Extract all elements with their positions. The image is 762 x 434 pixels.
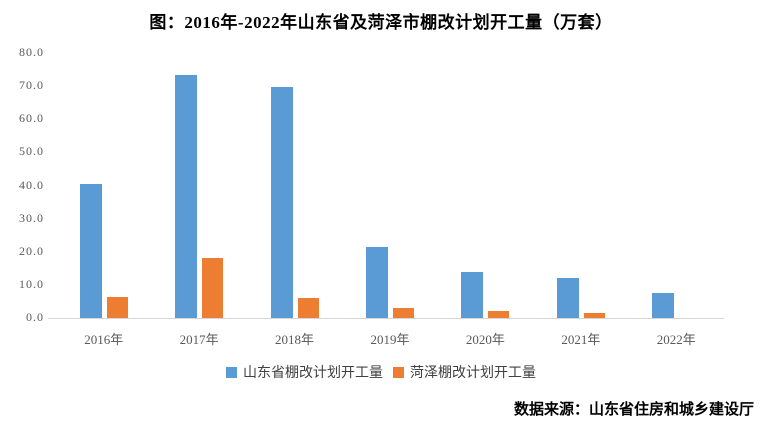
x-axis-tick-label: 2018年 <box>275 332 315 347</box>
bar-shandong-2019年 <box>366 247 388 318</box>
data-source: 数据来源：山东省住房和城乡建设厅 <box>513 402 754 418</box>
legend-item-heze: 菏泽棚改计划开工量 <box>393 362 536 382</box>
bar-heze-2018年 <box>297 297 319 318</box>
legend-item-shandong: 山东省棚改计划开工量 <box>226 362 383 382</box>
y-axis-tick-label: 40.0 <box>19 177 44 192</box>
legend: 山东省棚改计划开工量 菏泽棚改计划开工量 <box>0 362 762 382</box>
x-axis-tick-label: 2021年 <box>561 332 601 347</box>
bar-heze-2021年 <box>583 313 605 318</box>
y-axis-tick-label: 30.0 <box>19 210 44 225</box>
y-axis-tick-label: 10.0 <box>19 276 44 291</box>
chart-title: 图：2016年-2022年山东省及菏泽市棚改计划开工量（万套） <box>149 13 613 32</box>
x-axis-tick-label: 2017年 <box>179 332 219 347</box>
y-axis-tick-label: 80.0 <box>19 45 44 59</box>
y-axis-tick-label: 0.0 <box>26 310 44 324</box>
x-axis-tick-label: 2016年 <box>84 332 124 347</box>
legend-swatch-icon <box>393 366 404 378</box>
y-axis-tick-label: 20.0 <box>19 243 44 258</box>
x-axis-line <box>48 318 724 319</box>
legend-label: 山东省棚改计划开工量 <box>243 366 383 381</box>
bar-heze-2016年 <box>106 297 128 318</box>
bar-shandong-2018年 <box>270 87 293 318</box>
bar-shandong-2016年 <box>79 183 102 318</box>
bar-shandong-2021年 <box>556 278 579 318</box>
bar-heze-2017年 <box>202 258 224 318</box>
bar-shandong-2020年 <box>461 271 484 318</box>
y-axis-tick-label: 60.0 <box>19 111 44 126</box>
x-axis-tick-label: 2019年 <box>370 332 410 347</box>
y-axis-tick-label: 70.0 <box>19 78 44 93</box>
legend-label: 菏泽棚改计划开工量 <box>410 366 536 381</box>
bar-shandong-2017年 <box>175 74 198 318</box>
bar-shandong-2022年 <box>652 293 675 318</box>
x-axis-tick-label: 2022年 <box>656 332 696 347</box>
y-axis-tick-label: 50.0 <box>19 144 44 159</box>
bar-heze-2020年 <box>488 311 510 318</box>
bar-heze-2019年 <box>393 307 414 318</box>
x-axis-tick-label: 2020年 <box>465 332 505 347</box>
legend-swatch-icon <box>226 366 237 378</box>
